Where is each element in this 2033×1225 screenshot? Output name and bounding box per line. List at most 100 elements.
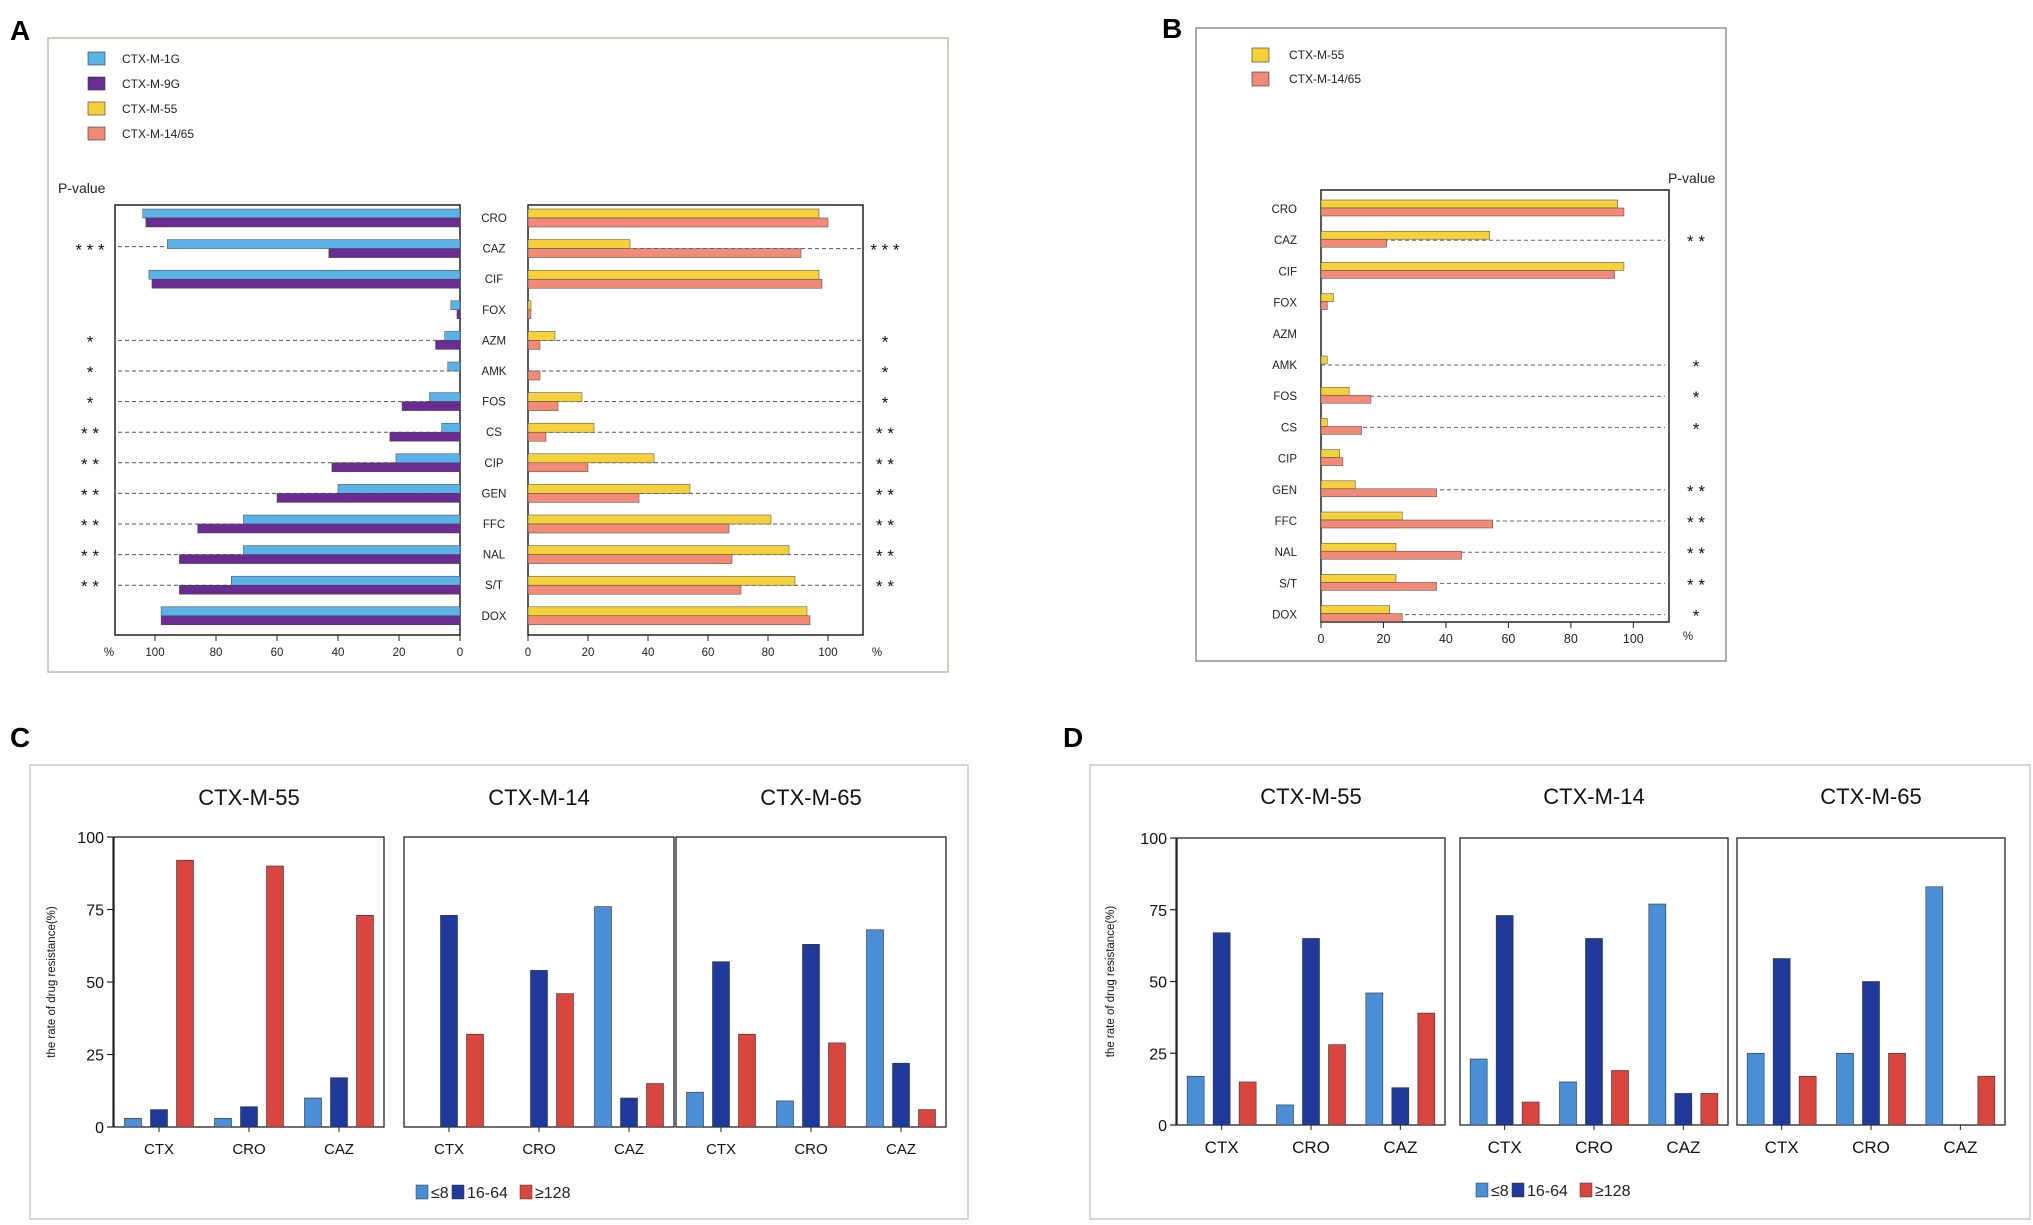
category-label-cs: CS [486,427,502,439]
bar-d-ctx-m-14-ctx-16-64 [1495,915,1514,1126]
bar-c-ctx-m-14-ctx-16-64 [440,914,458,1128]
legend-swatch-ctx-m-55 [87,101,106,116]
yticklabel-c-0: 0 [95,1120,104,1137]
bar-b-ctx-m-55-ffc [1320,511,1403,521]
bar-ctx-m-1g-nal [243,545,461,555]
bar-ctx-m-14-65-cif [527,278,823,289]
bar-c-ctx-m-55-cro-128 [266,865,284,1128]
pvalue-b-s-t: * * [1687,575,1705,594]
ticklabel-right-0: 0 [525,647,531,659]
bar-d-ctx-m-65-ctx-8 [1746,1052,1765,1126]
xlabel-c-ctx-m-14-ctx: CTX [434,1141,464,1158]
legend-label-b-ctx-m-14-65: CTX-M-14/65 [1289,72,1361,86]
bar-d-ctx-m-55-cro-8 [1276,1104,1294,1126]
bar-b-ctx-m-14-65-fox [1320,301,1328,310]
ticklabel-right-80: 80 [762,647,775,659]
legend-label-c-1: 16-64 [467,1185,508,1202]
yticklabel-d-0: 0 [1158,1118,1167,1135]
category-label-b-caz: CAZ [1274,235,1297,247]
bar-ctx-m-14-65-cip [527,462,589,473]
bar-ctx-m-55-dox [527,606,808,617]
pvalue-b-amk: * [1693,357,1700,376]
bar-ctx-m-14-65-nal [527,554,733,564]
legend-label-c-0: ≤8 [431,1185,449,1202]
pvalue-left-ffc: * * [81,516,99,535]
xlabel-c-ctx-m-55-ctx: CTX [144,1141,174,1158]
legend-label-ctx-m-1g: CTX-M-1G [122,52,180,66]
category-label-gen: GEN [482,488,507,500]
panel-label-d: D [1063,722,1083,753]
pvalue-left-fos: * [87,394,94,413]
pvalue-b-cs: * [1693,419,1700,438]
category-label-dox: DOX [482,611,507,623]
category-label-cro: CRO [481,213,507,225]
pvalue-b-dox: * [1693,607,1700,626]
panel-d-frame [1089,764,2031,1220]
pvalue-left-cip: * * [81,455,99,474]
pvalue-left-cs: * * [81,424,99,443]
bar-ctx-m-55-cip [527,453,655,464]
bar-d-ctx-m-55-ctx-8 [1186,1075,1205,1126]
ticklabel-left-20: 20 [393,647,406,659]
bar-ctx-m-9g-cro [145,217,461,228]
xlabel-c-ctx-m-14-caz: CAZ [614,1141,644,1158]
bar-ctx-m-14-65-cs [527,431,547,442]
bar-ctx-m-14-65-cro [527,217,829,228]
xlabel-c-ctx-m-65-cro: CRO [794,1141,827,1158]
bar-c-ctx-m-55-caz-8 [304,1097,322,1128]
bar-ctx-m-9g-gen [276,493,461,503]
bar-ctx-m-14-65-amk [527,370,541,381]
bar-ctx-m-1g-cip [395,453,461,464]
legend-swatch-c-0 [415,1184,429,1200]
bar-d-ctx-m-14-cro-8 [1559,1081,1577,1126]
bar-b-ctx-m-14-65-cro [1320,207,1625,217]
category-label-fos: FOS [482,397,506,409]
legend-label-d-2: ≥128 [1595,1183,1631,1200]
category-label-b-cs: CS [1281,422,1297,434]
bar-ctx-m-14-65-caz [527,248,802,258]
pvalue-left-caz: * * * [75,241,105,260]
bar-b-ctx-m-14-65-cip [1320,457,1344,466]
pvalue-label-b: P-value [1668,170,1716,186]
category-label-ffc: FFC [483,519,505,531]
xlabel-d-ctx-m-55-ctx: CTX [1205,1138,1239,1157]
bar-b-ctx-m-55-fox [1320,293,1334,302]
bar-b-ctx-m-14-65-nal [1320,550,1462,560]
bar-d-ctx-m-55-caz-8 [1365,992,1384,1126]
pvalue-b-caz: * * [1687,232,1705,251]
bar-d-ctx-m-14-caz-8 [1648,903,1667,1126]
legend-swatch-c-2 [519,1184,533,1200]
bar-c-ctx-m-55-cro-16-64 [240,1106,258,1128]
bar-c-ctx-m-55-caz-128 [356,914,374,1128]
subplot-title-c-ctx-m-14: CTX-M-14 [488,785,589,810]
bar-c-ctx-m-14-caz-16-64 [620,1097,638,1128]
bar-d-ctx-m-65-ctx-128 [1798,1075,1817,1126]
bar-b-ctx-m-55-amk [1320,355,1328,365]
bar-c-ctx-m-14-caz-8 [594,906,612,1128]
legend-label-ctx-m-55: CTX-M-55 [122,102,178,116]
pvalue-left-nal: * * [81,547,99,566]
yticklabel-d-75: 75 [1149,903,1167,920]
bar-b-ctx-m-55-cif [1320,262,1625,271]
bar-d-ctx-m-65-caz-128 [1977,1075,1996,1126]
panel-a-frame [47,37,949,673]
pvalue-b-gen: * * [1687,482,1705,501]
bar-ctx-m-9g-azm [435,340,461,350]
xlabel-d-ctx-m-55-cro: CRO [1292,1138,1330,1157]
subplot-title-d-ctx-m-65: CTX-M-65 [1820,784,1921,809]
bar-b-ctx-m-55-s-t [1320,574,1397,583]
legend-swatch-d-1 [1511,1182,1525,1198]
ticklabel-b-100: 100 [1623,632,1644,646]
category-label-azm: AZM [482,335,506,347]
bar-ctx-m-14-65-s-t [527,584,742,595]
bar-c-ctx-m-65-cro-16-64 [802,943,820,1128]
bar-d-ctx-m-55-caz-128 [1417,1012,1436,1126]
bar-b-ctx-m-14-65-caz [1320,238,1387,248]
yticklabel-d-100: 100 [1140,831,1167,848]
bar-b-ctx-m-55-nal [1320,542,1397,552]
bar-b-ctx-m-14-65-dox [1320,613,1403,622]
pvalue-right-ffc: * * [876,516,894,535]
bar-ctx-m-9g-s-t [179,584,461,595]
legend-label-c-2: ≥128 [535,1185,571,1202]
